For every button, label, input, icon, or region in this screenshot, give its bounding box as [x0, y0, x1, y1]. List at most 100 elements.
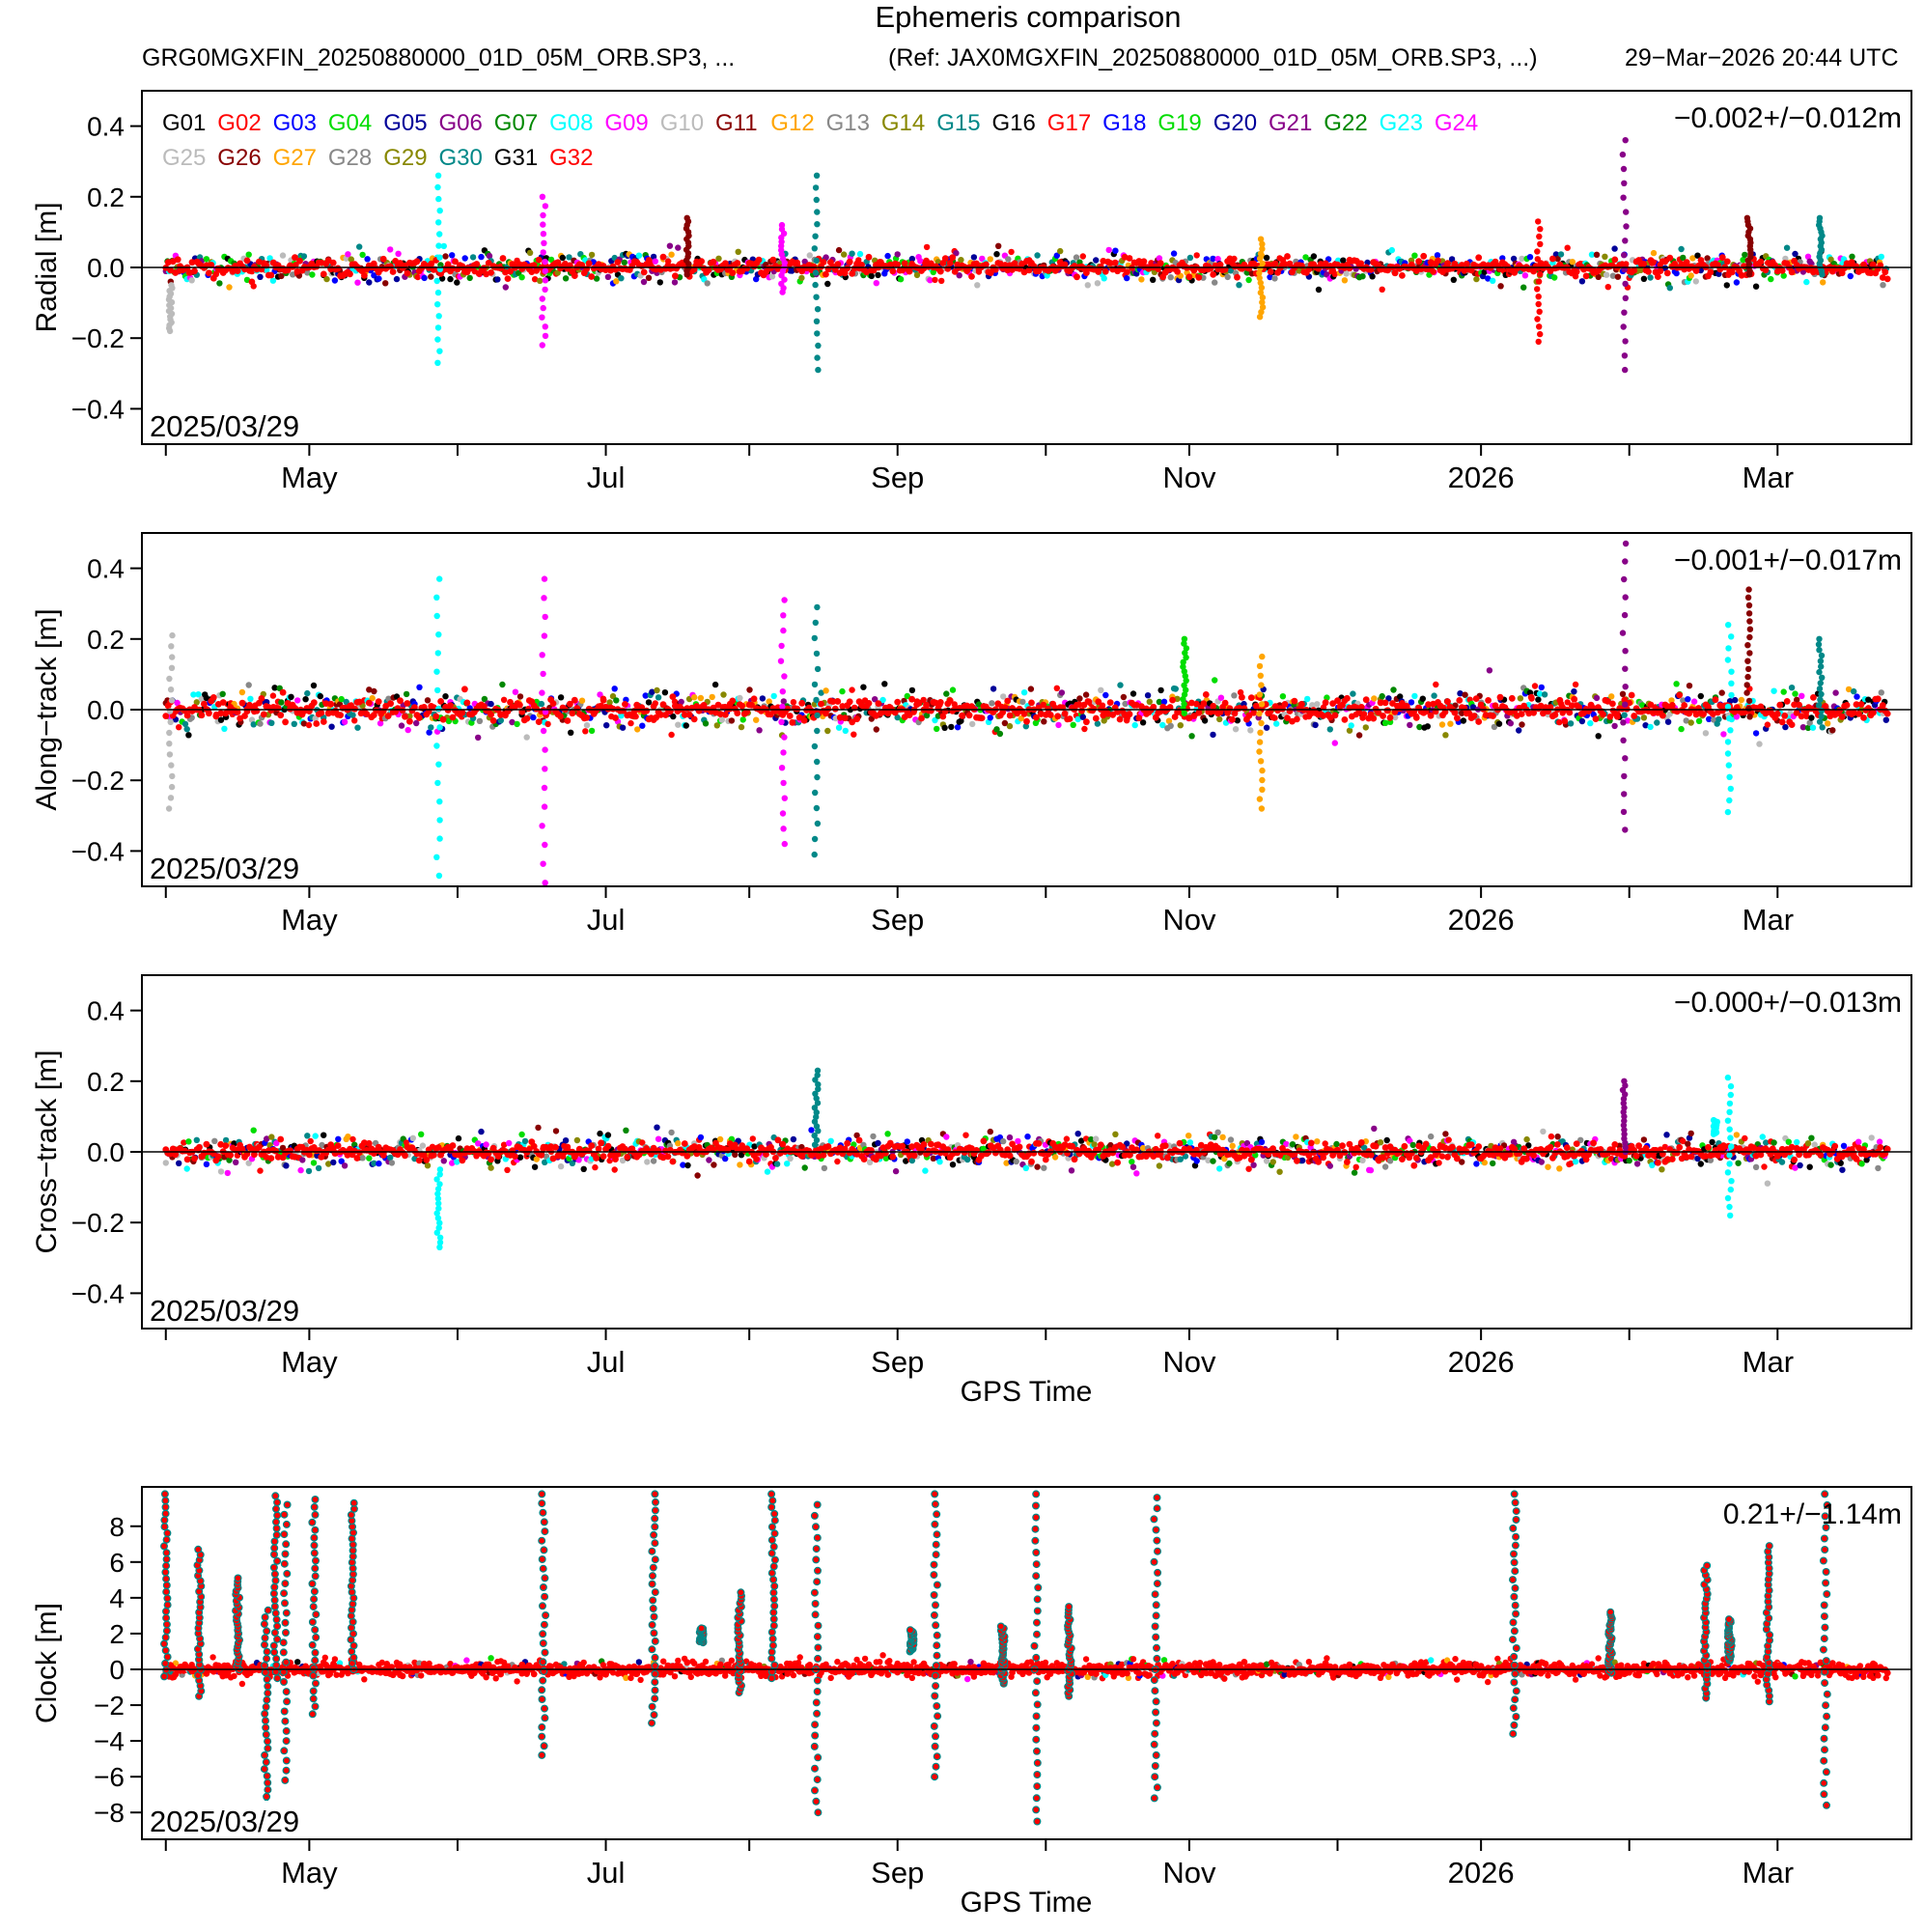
- data-point-G17: [1548, 1134, 1554, 1139]
- spike-point-G12: [1259, 777, 1265, 783]
- spike-point-G06: [1623, 541, 1629, 546]
- data-point-G31: [909, 687, 915, 693]
- data-point-G20: [257, 274, 263, 280]
- data-point-G30: [1173, 686, 1179, 691]
- spike-point-G09: [540, 221, 545, 227]
- data-point-G32: [1298, 701, 1305, 708]
- data-point-G09: [405, 727, 411, 733]
- data-point-G32: [734, 710, 740, 716]
- data-point-G09: [395, 251, 401, 257]
- data-point-G32: [1210, 703, 1216, 710]
- spike-point-G08: [1725, 750, 1731, 756]
- data-point-G32: [501, 697, 507, 703]
- data-point-G32: [670, 693, 677, 700]
- data-point-G26: [1687, 683, 1692, 688]
- data-point-G07: [1188, 733, 1194, 739]
- data-point-G01: [1641, 276, 1647, 282]
- data-point-G08: [1587, 720, 1593, 726]
- data-point-G22: [1352, 1169, 1357, 1175]
- data-point-G12: [988, 256, 993, 262]
- data-point-G14: [715, 256, 721, 262]
- spike-point-G12: [1259, 768, 1265, 773]
- data-point-G21: [441, 1158, 447, 1163]
- spike-point-G30: [1817, 215, 1823, 221]
- data-point-G13: [705, 280, 711, 286]
- data-point-G01: [185, 732, 191, 738]
- data-point-G26: [729, 717, 735, 723]
- data-point-G32: [729, 698, 736, 705]
- spike-point-G12: [1257, 691, 1263, 697]
- spike-point-G09: [542, 766, 547, 771]
- data-point-G17: [668, 732, 674, 738]
- spike-point-G09: [780, 612, 786, 618]
- data-point-G21: [893, 1168, 899, 1174]
- data-point-G04: [1678, 726, 1684, 732]
- data-point-G23: [1349, 722, 1354, 728]
- data-point-G09: [225, 1170, 231, 1176]
- data-point-G18: [416, 685, 422, 690]
- data-point-G32: [244, 258, 251, 265]
- spike-point-G08: [435, 650, 441, 656]
- data-point-G24: [297, 1167, 303, 1173]
- data-point-G30: [1622, 713, 1628, 718]
- spike-point-G09: [542, 259, 547, 265]
- data-point-G32: [1127, 711, 1133, 717]
- data-point-G30: [1542, 691, 1548, 697]
- y-tick-label: 0.2: [87, 625, 125, 655]
- data-point-G18: [1848, 273, 1854, 279]
- data-point-G32: [660, 701, 667, 708]
- data-point-G19: [418, 1132, 424, 1137]
- data-point-G03: [421, 275, 427, 281]
- data-point-G32: [847, 259, 853, 266]
- spike-point-G26: [1745, 586, 1751, 592]
- data-point-G15: [292, 721, 297, 727]
- data-point-G08: [184, 1165, 190, 1171]
- data-point-G08: [270, 278, 276, 284]
- data-point-G32: [257, 1167, 263, 1173]
- ephemeris-figure: 0.40.20.0−0.2−0.4May Jul Sep Nov 2026 MarRadi…: [0, 0, 1924, 1932]
- spike-point-G08: [434, 780, 440, 786]
- data-point-G05: [875, 1140, 880, 1146]
- data-point-G23: [1573, 1159, 1578, 1164]
- spike-point-G06: [1620, 630, 1626, 635]
- spike-point-G08: [435, 290, 441, 295]
- spike-point-G15: [812, 245, 818, 251]
- data-point-G32: [660, 254, 667, 261]
- spike-point-G09: [543, 277, 548, 283]
- spike-point-G15: [815, 666, 821, 672]
- spike-point-G15: [815, 306, 821, 312]
- x-tick-label: Mar: [1743, 461, 1794, 494]
- data-point-G13: [211, 1138, 217, 1144]
- spike-point-G15: [813, 620, 819, 626]
- data-point-G32: [1640, 261, 1647, 267]
- data-point-G32: [1609, 701, 1616, 708]
- data-point-G02: [308, 1138, 314, 1144]
- data-point-G22: [1390, 686, 1396, 692]
- data-point-G22: [216, 280, 222, 286]
- data-point-G17: [306, 722, 312, 728]
- data-point-G11: [1594, 252, 1600, 258]
- spike-point-G26: [1744, 658, 1750, 664]
- spike-point-G09: [779, 765, 785, 770]
- spike-point-G15: [812, 852, 818, 857]
- data-point-G32: [1774, 711, 1781, 717]
- data-point-G14: [589, 252, 595, 258]
- data-point-G32: [937, 268, 944, 275]
- data-point-G23: [1810, 725, 1816, 731]
- spike-point-G12: [1258, 758, 1264, 764]
- data-point-G32: [1708, 269, 1715, 276]
- data-point-G32: [1332, 713, 1339, 719]
- data-point-G28: [1271, 275, 1277, 281]
- data-point-G32: [313, 720, 320, 727]
- spike-point-G09: [542, 632, 547, 638]
- spike-point-G30: [1816, 641, 1822, 647]
- spike-point-G15: [814, 330, 820, 336]
- data-point-G32: [330, 260, 337, 266]
- data-point-G32: [612, 714, 619, 721]
- data-point-G13: [1225, 274, 1231, 280]
- data-point-G18: [478, 254, 484, 260]
- data-point-G32: [959, 713, 965, 719]
- spike-point-G08: [1725, 809, 1731, 815]
- y-axis-label: Along−track [m]: [31, 608, 63, 810]
- data-points: [162, 137, 1890, 373]
